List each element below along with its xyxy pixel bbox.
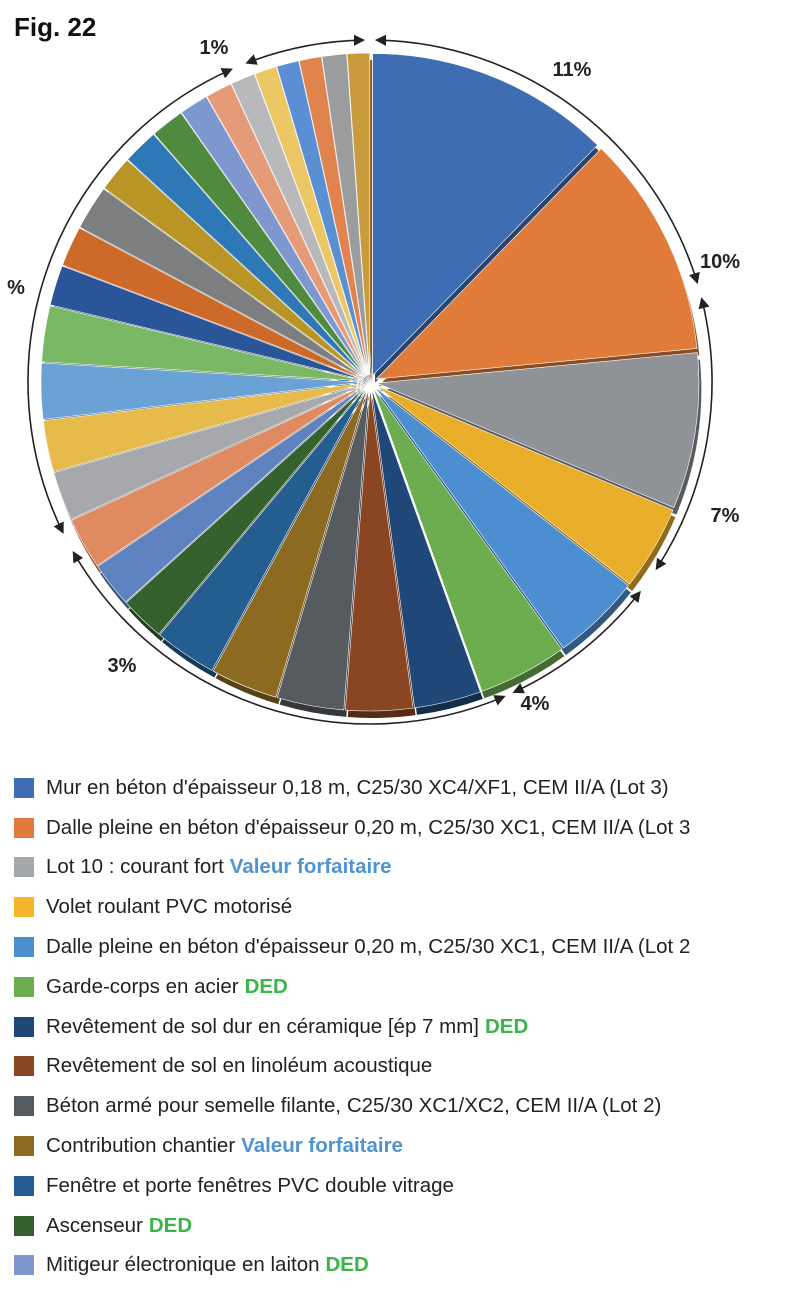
legend-label: Dalle pleine en béton d'épaisseur 0,20 m…	[46, 935, 691, 959]
legend-item: Mur en béton d'épaisseur 0,18 m, C25/30 …	[14, 768, 801, 808]
legend-swatch	[14, 817, 34, 838]
percent-brackets	[27, 34, 713, 725]
legend-item: Revêtement de sol dur en céramique [ép 7…	[14, 1007, 801, 1047]
legend-label: Dalle pleine en béton d'épaisseur 0,20 m…	[46, 815, 691, 839]
legend-label: Contribution chantier	[46, 1134, 236, 1158]
legend-tag: Valeur forfaitaire	[229, 855, 392, 879]
bracket-arc-6	[245, 34, 366, 65]
legend-label: Ascenseur	[46, 1213, 143, 1237]
legend-tag: DED	[325, 1253, 369, 1277]
legend-swatch	[14, 777, 34, 798]
percent-label-3: 3%	[108, 655, 137, 677]
percent-label-11: 11%	[553, 59, 592, 81]
figure-title: Fig. 22	[14, 12, 97, 42]
legend-swatch	[14, 1255, 34, 1276]
pie-slice-28	[254, 66, 369, 376]
legend-label: Revêtement de sol dur en céramique [ép 7…	[46, 1014, 479, 1038]
legend-swatch	[14, 1215, 34, 1236]
legend-label: Revêtement de sol en linoléum acoustique	[46, 1054, 433, 1078]
percent-label-7: 7%	[711, 505, 740, 527]
legend-swatch	[14, 937, 34, 958]
legend-label: Garde-corps en acier	[46, 974, 239, 998]
legend-swatch	[14, 857, 34, 878]
percent-label-2: %	[7, 277, 25, 299]
legend-swatch	[14, 1136, 34, 1157]
legend-item: Dalle pleine en béton d'épaisseur 0,20 m…	[14, 808, 801, 848]
legend-label: Béton armé pour semelle filante, C25/30 …	[46, 1094, 662, 1118]
legend-swatch	[14, 976, 34, 997]
legend-item: Fenêtre et porte fenêtres PVC double vit…	[14, 1166, 801, 1206]
legend-tag: DED	[244, 974, 288, 998]
bracket-arc-4	[72, 551, 506, 725]
percent-label-1: 1%	[200, 37, 229, 59]
legend-tag: Valeur forfaitaire	[241, 1134, 403, 1158]
percent-label-10: 10%	[700, 251, 740, 273]
legend-swatch	[14, 1056, 34, 1077]
legend-item: Dalle pleine en béton d'épaisseur 0,20 m…	[14, 927, 801, 967]
percent-label-4: 4%	[521, 693, 550, 715]
legend-swatch	[14, 897, 34, 918]
legend-item: Contribution chantier Valeur forfaitaire	[14, 1126, 801, 1166]
legend-tag: DED	[485, 1014, 529, 1038]
legend-item: Garde-corps en acier DED	[14, 967, 801, 1007]
legend-item: Mitigeur électronique en laiton DED	[14, 1246, 801, 1286]
legend-swatch	[14, 1096, 34, 1117]
chart-legend: Mur en béton d'épaisseur 0,18 m, C25/30 …	[14, 768, 801, 1285]
legend-label: Mitigeur électronique en laiton	[46, 1253, 320, 1277]
bracket-arc-5	[27, 68, 233, 534]
bracket-arc-3	[512, 590, 641, 694]
legend-swatch	[14, 1016, 34, 1037]
legend-swatch	[14, 1175, 34, 1196]
legend-label: Mur en béton d'épaisseur 0,18 m, C25/30 …	[46, 775, 669, 799]
legend-item: Volet roulant PVC motorisé	[14, 887, 801, 927]
legend-item: Béton armé pour semelle filante, C25/30 …	[14, 1086, 801, 1126]
legend-label: Lot 10 : courant fort	[46, 855, 224, 879]
pie-chart: 11% 10% 7% 4% 3% % 1%	[7, 34, 740, 725]
legend-item: Lot 10 : courant fort Valeur forfaitaire	[14, 848, 801, 888]
bracket-arc-1	[374, 34, 700, 285]
legend-label: Fenêtre et porte fenêtres PVC double vit…	[46, 1173, 454, 1197]
legend-label: Volet roulant PVC motorisé	[46, 895, 293, 919]
legend-item: Revêtement de sol en linoléum acoustique	[14, 1047, 801, 1087]
legend-tag: DED	[148, 1213, 193, 1237]
bracket-arc-2	[655, 297, 713, 571]
legend-item: Ascenseur DED	[14, 1206, 801, 1246]
pie-slices	[40, 52, 700, 712]
